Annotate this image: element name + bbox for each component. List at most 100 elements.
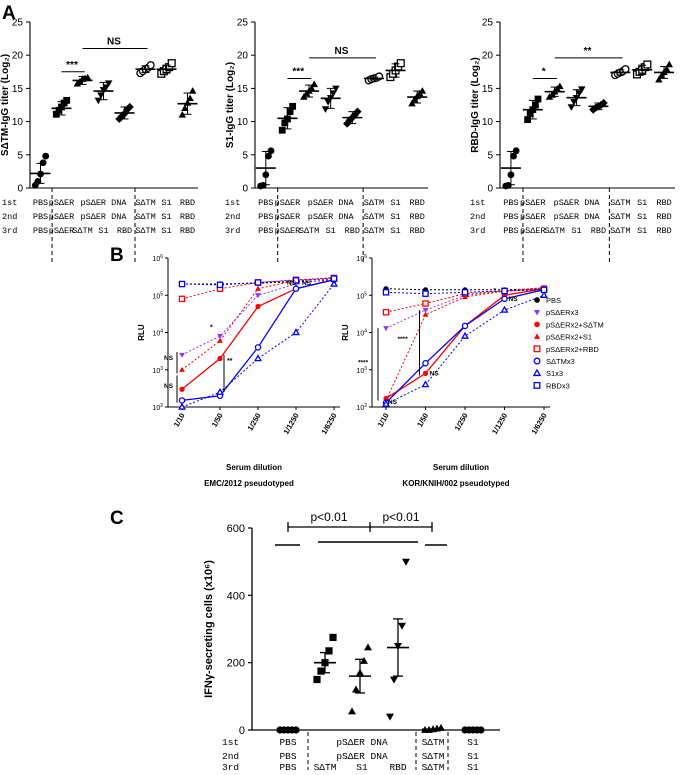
- data-point: [353, 107, 362, 116]
- y-tick-label: 15: [482, 84, 494, 95]
- x-axis-label: Serum dilution: [226, 463, 282, 472]
- y-tick-label: 0: [242, 184, 248, 195]
- data-point: [662, 65, 671, 72]
- y-tick-label: 104: [356, 329, 367, 338]
- schedule-cell: S1: [637, 226, 647, 236]
- series-marker: [292, 285, 300, 292]
- y-tick-label: 0: [239, 725, 245, 737]
- data-point: [329, 633, 337, 642]
- series-marker: [422, 300, 429, 307]
- data-point: [289, 102, 297, 110]
- schedule-cell: S1: [161, 226, 171, 236]
- series-line: [385, 288, 545, 399]
- data-point: [317, 667, 325, 675]
- series-marker: [461, 331, 469, 339]
- schedule-cell: SΔTM: [610, 226, 630, 236]
- series-marker: [501, 295, 508, 303]
- schedule-cell: pSΔER: [520, 212, 546, 222]
- series-marker: [292, 277, 300, 284]
- series-marker: [461, 322, 469, 330]
- series-marker: [179, 352, 185, 358]
- data-point: [324, 98, 332, 106]
- schedule-cell: RBD: [180, 226, 195, 236]
- schedule-cell: RBD: [410, 198, 425, 208]
- schedule-cell: pSΔER: [275, 198, 301, 208]
- schedule-cell: pSΔER: [49, 226, 75, 236]
- significance-label: NS: [287, 280, 297, 287]
- data-point: [386, 713, 394, 721]
- schedule-row-label: 2nd: [2, 212, 17, 222]
- series-marker: [178, 280, 186, 288]
- data-point: [97, 92, 105, 99]
- data-point: [278, 126, 286, 134]
- y-tick-label: 102: [356, 403, 367, 412]
- legend-label: pSΔERx3: [546, 308, 579, 317]
- data-point: [265, 152, 272, 160]
- series-marker: [254, 344, 262, 351]
- schedule-row-label: 3rd: [225, 226, 240, 236]
- legend-marker: [533, 357, 541, 365]
- schedule-cell: pSΔER DNA: [81, 198, 128, 208]
- schedule-cell: SΔTM: [135, 212, 155, 222]
- schedule-cell: PBS: [503, 198, 518, 208]
- data-point: [352, 685, 360, 693]
- series-marker: [421, 380, 430, 388]
- schedule-row-label: 1st: [225, 198, 240, 208]
- schedule-row-label: 1st: [2, 198, 17, 208]
- schedule-cell: pSΔER DNA: [81, 212, 128, 222]
- legend-label: pSΔERx2+S1: [546, 333, 592, 342]
- schedule-row-label: 2nd: [225, 212, 240, 222]
- schedule-cell: S1: [467, 751, 479, 762]
- schedule-cell: SΔTM: [364, 226, 384, 236]
- legend-label: PBS: [546, 296, 561, 305]
- schedule-cell: S1: [571, 226, 581, 236]
- schedule-cell: PBS: [279, 737, 296, 748]
- data-point: [657, 71, 666, 79]
- schedule-cell: S1: [637, 212, 647, 222]
- legend-label: pSΔERx2+SΔTM: [546, 320, 604, 329]
- schedule-cell: S1: [467, 737, 479, 748]
- schedule-cell: RBD: [180, 198, 195, 208]
- y-tick-label: 10: [12, 117, 24, 128]
- data-point: [329, 90, 338, 97]
- y-tick-label: 5: [487, 150, 493, 161]
- series-marker: [422, 290, 429, 297]
- schedule-row-label: 1st: [470, 198, 485, 208]
- data-point: [307, 84, 316, 92]
- y-tick-label: 25: [482, 18, 494, 29]
- data-point: [146, 61, 155, 70]
- legend-label: RBDx3: [546, 381, 570, 390]
- series-marker: [540, 286, 548, 294]
- data-point: [512, 147, 520, 155]
- data-point: [526, 110, 534, 118]
- panel-label-a: A: [2, 3, 16, 24]
- y-axis-label: SΔTM-IgG titer (Log₂): [0, 54, 11, 156]
- data-point: [524, 116, 532, 124]
- data-point: [178, 111, 187, 118]
- data-point: [321, 106, 330, 113]
- schedule-cell: PBS: [258, 212, 273, 222]
- data-point: [655, 75, 663, 83]
- y-tick-label: 104: [152, 329, 163, 338]
- schedule-cell: S1: [98, 226, 108, 236]
- schedule-cell: pSΔER DNA: [554, 212, 601, 222]
- data-point: [39, 159, 47, 167]
- x-tick-label: 1/6250: [319, 412, 338, 436]
- x-tick-label: 1/1250: [281, 412, 300, 436]
- schedule-cell: RBD: [656, 198, 671, 208]
- legend-marker: [533, 333, 541, 339]
- schedule-cell: pSΔER: [49, 198, 75, 208]
- significance-label: NS: [164, 355, 174, 362]
- data-point: [325, 647, 333, 655]
- series-marker: [422, 307, 429, 314]
- y-tick-label: 10: [237, 117, 249, 128]
- schedule-cell: RBD: [656, 212, 671, 222]
- significance-label: **: [584, 46, 592, 57]
- schedule-cell: SΔTM: [422, 737, 445, 748]
- schedule-cell: SΔTM: [610, 212, 630, 222]
- x-tick-label: 1/1250: [490, 412, 509, 436]
- data-point: [313, 675, 321, 684]
- data-point: [348, 707, 356, 715]
- schedule-cell: RBD: [410, 212, 425, 222]
- schedule-row-label: 2nd: [470, 212, 485, 222]
